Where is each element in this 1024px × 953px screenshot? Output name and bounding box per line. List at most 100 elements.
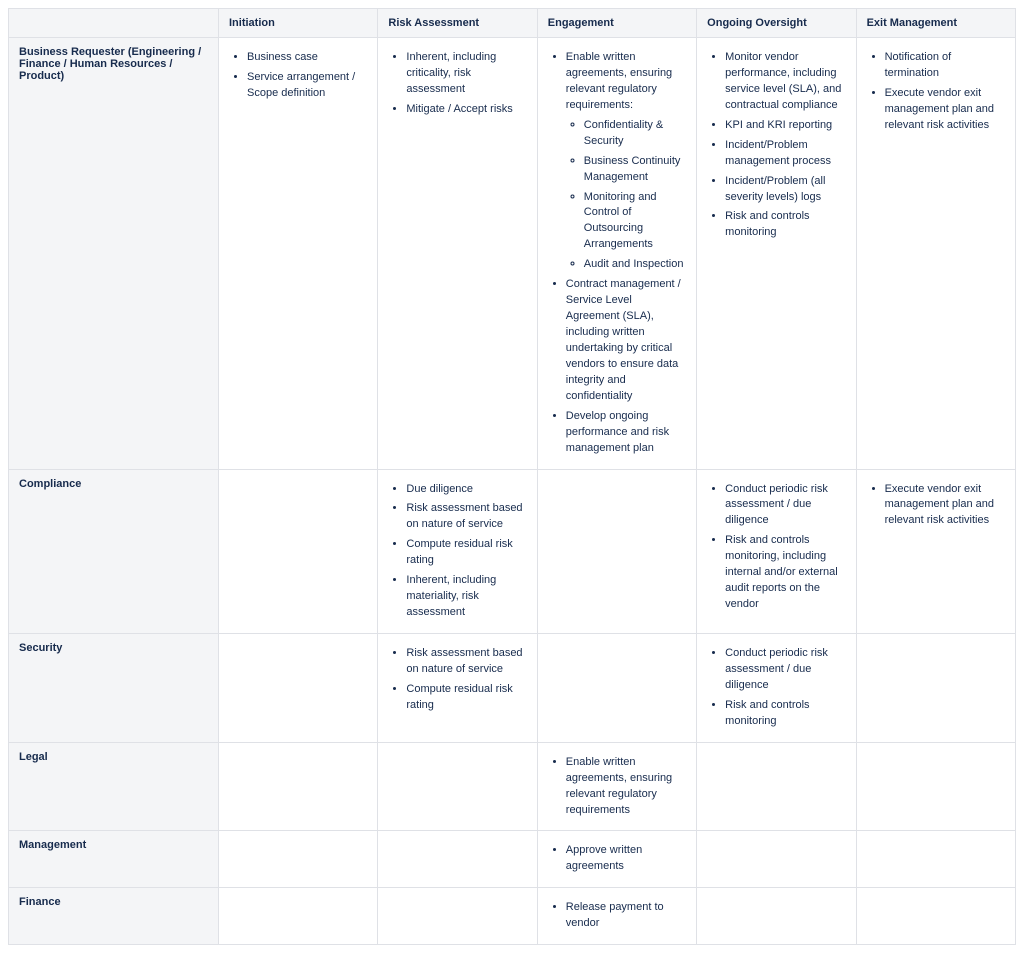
list-item-text: Enable written agreements, ensuring rele… <box>566 756 672 816</box>
row-header: Finance <box>9 888 219 945</box>
column-header: Risk Assessment <box>378 9 537 38</box>
list-item-text: Conduct periodic risk assessment / due d… <box>725 483 828 527</box>
list-item: Conduct periodic risk assessment / due d… <box>725 482 845 530</box>
table-row: Finance Release payment to vendor <box>9 888 1016 945</box>
column-header: Exit Management <box>856 9 1015 38</box>
column-header: Initiation <box>219 9 378 38</box>
cell-list: Conduct periodic risk assessment / due d… <box>707 482 845 614</box>
list-item: Business Continuity Management <box>584 154 686 186</box>
table-cell: Execute vendor exit management plan and … <box>856 469 1015 634</box>
cell-list: Inherent, including criticality, risk as… <box>388 50 526 118</box>
list-item: Develop ongoing performance and risk man… <box>566 409 686 457</box>
list-item: Monitoring and Control of Outsourcing Ar… <box>584 190 686 254</box>
table-row: Security Risk assessment based on nature … <box>9 634 1016 743</box>
table-cell <box>537 469 696 634</box>
list-item-text: Inherent, including criticality, risk as… <box>406 51 496 95</box>
list-item-text: Conduct periodic risk assessment / due d… <box>725 647 828 691</box>
list-item-text: Release payment to vendor <box>566 901 664 929</box>
list-item-text: KPI and KRI reporting <box>725 119 832 131</box>
list-item: Audit and Inspection <box>584 257 686 273</box>
table-cell: Conduct periodic risk assessment / due d… <box>697 469 856 634</box>
table-cell: Risk assessment based on nature of servi… <box>378 634 537 743</box>
table-cell <box>856 831 1015 888</box>
table-row: Compliance Due diligence Risk assessment b… <box>9 469 1016 634</box>
list-item: Risk and controls monitoring <box>725 209 845 241</box>
list-item-text: Enable written agreements, ensuring rele… <box>566 51 672 111</box>
header-blank <box>9 9 219 38</box>
list-item-text: Due diligence <box>406 483 473 495</box>
table-cell <box>219 831 378 888</box>
list-item-text: Execute vendor exit management plan and … <box>885 483 994 527</box>
list-item: Confidentiality & Security <box>584 118 686 150</box>
sub-list: Confidentiality & Security Business Conti… <box>566 118 686 273</box>
table-cell <box>856 742 1015 831</box>
table-cell <box>378 888 537 945</box>
cell-list: Approve written agreements <box>548 843 686 875</box>
list-item: Notification of termination <box>885 50 1005 82</box>
list-item-text: Service arrangement / Scope definition <box>247 71 355 99</box>
table-cell <box>219 742 378 831</box>
list-item: Due diligence <box>406 482 526 498</box>
list-item: Service arrangement / Scope definition <box>247 70 367 102</box>
table-cell <box>697 742 856 831</box>
table-cell <box>219 469 378 634</box>
list-item-text: Inherent, including materiality, risk as… <box>406 574 496 618</box>
list-item: Incident/Problem (all severity levels) l… <box>725 174 845 206</box>
list-item: Execute vendor exit management plan and … <box>885 86 1005 134</box>
list-item-text: Mitigate / Accept risks <box>406 103 512 115</box>
table-cell <box>856 888 1015 945</box>
table-cell <box>219 888 378 945</box>
cell-list: Business case Service arrangement / Scope… <box>229 50 367 102</box>
row-header: Management <box>9 831 219 888</box>
table-cell: Enable written agreements, ensuring rele… <box>537 742 696 831</box>
list-item-text: Incident/Problem management process <box>725 139 831 167</box>
list-item: Risk and controls monitoring, including … <box>725 533 845 613</box>
row-header: Legal <box>9 742 219 831</box>
table-cell <box>378 831 537 888</box>
cell-list: Enable written agreements, ensuring rele… <box>548 755 686 819</box>
list-item: Mitigate / Accept risks <box>406 102 526 118</box>
table-cell: Inherent, including criticality, risk as… <box>378 38 537 470</box>
table-cell: Monitor vendor performance, including se… <box>697 38 856 470</box>
row-header: Business Requester (Engineering / Financ… <box>9 38 219 470</box>
table-cell: Due diligence Risk assessment based on na… <box>378 469 537 634</box>
list-item: Compute residual risk rating <box>406 682 526 714</box>
cell-list: Notification of termination Execute vendo… <box>867 50 1005 134</box>
cell-list: Monitor vendor performance, including se… <box>707 50 845 241</box>
list-item-text: Approve written agreements <box>566 844 642 872</box>
list-item-text: Risk and controls monitoring, including … <box>725 534 838 610</box>
cell-list: Risk assessment based on nature of servi… <box>388 646 526 714</box>
cell-list: Enable written agreements, ensuring rele… <box>548 50 686 457</box>
table-row: Business Requester (Engineering / Financ… <box>9 38 1016 470</box>
list-item-text: Develop ongoing performance and risk man… <box>566 410 669 454</box>
list-item-text: Business case <box>247 51 318 63</box>
list-item-text: Risk assessment based on nature of servi… <box>406 647 522 675</box>
list-item-text: Compute residual risk rating <box>406 538 512 566</box>
row-header: Security <box>9 634 219 743</box>
list-item: Risk and controls monitoring <box>725 698 845 730</box>
table-header-row: InitiationRisk AssessmentEngagementOngoi… <box>9 9 1016 38</box>
list-item: Conduct periodic risk assessment / due d… <box>725 646 845 694</box>
list-item-text: Risk and controls monitoring <box>725 210 809 238</box>
table-cell <box>219 634 378 743</box>
table-cell: Conduct periodic risk assessment / due d… <box>697 634 856 743</box>
list-item: Incident/Problem management process <box>725 138 845 170</box>
cell-list: Execute vendor exit management plan and … <box>867 482 1005 530</box>
list-item: Approve written agreements <box>566 843 686 875</box>
list-item: Inherent, including materiality, risk as… <box>406 573 526 621</box>
list-item-text: Contract management / Service Level Agre… <box>566 278 681 402</box>
list-item: Execute vendor exit management plan and … <box>885 482 1005 530</box>
list-item-text: Notification of termination <box>885 51 952 79</box>
table-cell: Enable written agreements, ensuring rele… <box>537 38 696 470</box>
list-item: KPI and KRI reporting <box>725 118 845 134</box>
responsibilities-table: InitiationRisk AssessmentEngagementOngoi… <box>8 8 1016 945</box>
list-item-text: Risk assessment based on nature of servi… <box>406 502 522 530</box>
table-cell: Business case Service arrangement / Scope… <box>219 38 378 470</box>
list-item: Risk assessment based on nature of servi… <box>406 501 526 533</box>
cell-list: Release payment to vendor <box>548 900 686 932</box>
list-item: Enable written agreements, ensuring rele… <box>566 50 686 273</box>
list-item: Release payment to vendor <box>566 900 686 932</box>
row-header: Compliance <box>9 469 219 634</box>
list-item-text: Compute residual risk rating <box>406 683 512 711</box>
table-cell <box>537 634 696 743</box>
